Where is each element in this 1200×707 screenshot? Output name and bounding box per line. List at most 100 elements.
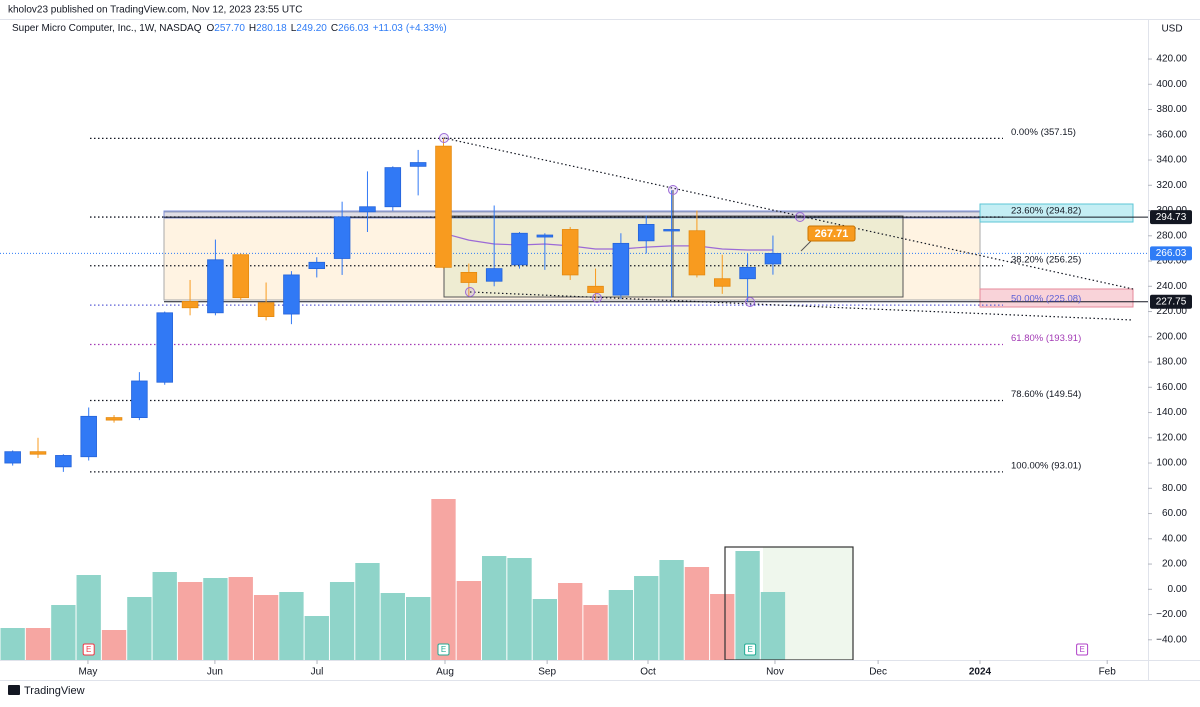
y-tick-label: 120.00 (1156, 432, 1187, 443)
y-tick-label: 160.00 (1156, 382, 1187, 393)
callout-pointer (800, 239, 813, 252)
callout-box (807, 225, 856, 242)
candle-body (612, 242, 630, 296)
callout-label: 267.71 (815, 228, 849, 240)
volume-bar (51, 605, 76, 660)
volume-box (724, 546, 854, 660)
event-label: E (86, 645, 91, 654)
volume-bar (634, 576, 659, 660)
volume-bar (304, 616, 329, 660)
candle-body (283, 274, 300, 315)
candle-body (55, 455, 72, 468)
y-tick-label: 200.00 (1156, 331, 1187, 342)
candle-body (207, 259, 224, 314)
x-tick-label: Sep (538, 667, 556, 678)
volume-bar (456, 581, 482, 660)
plot-area: 267.71 E E E E (0, 133, 1148, 660)
candle-body (131, 380, 148, 418)
y-tick-label: 240.00 (1156, 281, 1187, 292)
event-marker (744, 643, 757, 656)
volume-bar (253, 595, 279, 660)
volume-bar (0, 628, 25, 660)
ohlc-key: L (291, 23, 297, 34)
candle-body (637, 224, 655, 242)
fib-label: 100.00% (93.01) (1011, 460, 1081, 471)
y-tick-label: 40.00 (1162, 533, 1187, 544)
volume-bar (329, 582, 355, 660)
candle-body (105, 417, 123, 421)
candle-body (29, 451, 47, 455)
fib-label: 38.20% (256.25) (1011, 254, 1081, 265)
y-tick-label: 60.00 (1162, 508, 1187, 519)
candle-body (156, 312, 173, 383)
price-marker-label: 294.73 (1156, 212, 1187, 223)
candle-body (688, 230, 706, 276)
trendline (443, 137, 1134, 290)
volume-bar (558, 583, 583, 660)
volume-bar (405, 597, 431, 660)
volume-bar (532, 599, 558, 660)
price-marker-label: 227.75 (1156, 296, 1187, 307)
y-tick-label: 260.00 (1156, 256, 1187, 267)
volume-bar (380, 593, 405, 660)
y-tick-label: 0.00 (1168, 584, 1188, 595)
x-tick-label: Aug (436, 667, 454, 678)
volume-bar (127, 597, 152, 660)
y-tick-label: 320.00 (1156, 180, 1187, 191)
y-tick-label: 20.00 (1162, 559, 1187, 570)
ohlc-value: 249.20 (296, 23, 327, 34)
volume-bar (152, 572, 177, 660)
volume-bar (228, 577, 253, 660)
legend-title: Super Micro Computer, Inc., 1W, NASDAQ (12, 23, 202, 34)
moving-average (443, 232, 773, 251)
candle-body (232, 254, 250, 299)
legend: Super Micro Computer, Inc., 1W, NASDAQ O 2… (12, 23, 447, 34)
fib-label: 61.80% (193.91) (1011, 333, 1081, 344)
candle-body (587, 285, 604, 293)
y-tick-label: 280.00 (1156, 230, 1187, 241)
pivot-marker (668, 185, 678, 195)
x-tick-label: Jul (311, 667, 324, 678)
y-tick-label: 180.00 (1156, 357, 1187, 368)
price-marker-box (1150, 294, 1192, 309)
candle-body (561, 229, 579, 276)
event-marker (82, 643, 95, 656)
volume-bar (355, 563, 380, 660)
candle-body (257, 302, 275, 317)
price-marker-box (1150, 210, 1192, 225)
candle-body (764, 253, 782, 265)
volume-bar (583, 605, 608, 660)
pivot-marker (465, 287, 475, 297)
volume-bar (482, 556, 507, 660)
candle-body (536, 234, 554, 238)
x-tick-label: Jun (207, 667, 223, 678)
event-marker (437, 643, 450, 656)
volume-bar (735, 551, 760, 660)
event-marker (1076, 643, 1089, 656)
ohlc-value: 266.03 (338, 23, 369, 34)
change: +11.03 (373, 23, 404, 34)
pivot-marker (439, 133, 449, 143)
ohlc-key: H (249, 23, 256, 34)
volume-bar (608, 590, 634, 660)
fib-label: 50.00% (225.08) (1011, 294, 1081, 305)
volume-bar (279, 592, 304, 660)
x-tick-label: Dec (869, 667, 887, 678)
candle-body (80, 415, 97, 458)
y-tick-label: 340.00 (1156, 155, 1187, 166)
pivot-marker (795, 212, 805, 222)
volume-bar (177, 582, 203, 660)
volume-bar (101, 630, 127, 660)
volume-bar (659, 560, 684, 660)
candle-body (485, 268, 503, 282)
ohlc-key: O (207, 23, 215, 34)
y-tick-label: 80.00 (1162, 483, 1187, 494)
candle-body (333, 216, 351, 259)
y-tick-label: 420.00 (1156, 54, 1187, 65)
candle-body (409, 162, 427, 167)
y-tick-label: −20.00 (1156, 609, 1187, 620)
x-tick-label: Feb (1099, 667, 1117, 678)
pivot-marker (745, 297, 755, 307)
volume-bar (710, 594, 735, 660)
